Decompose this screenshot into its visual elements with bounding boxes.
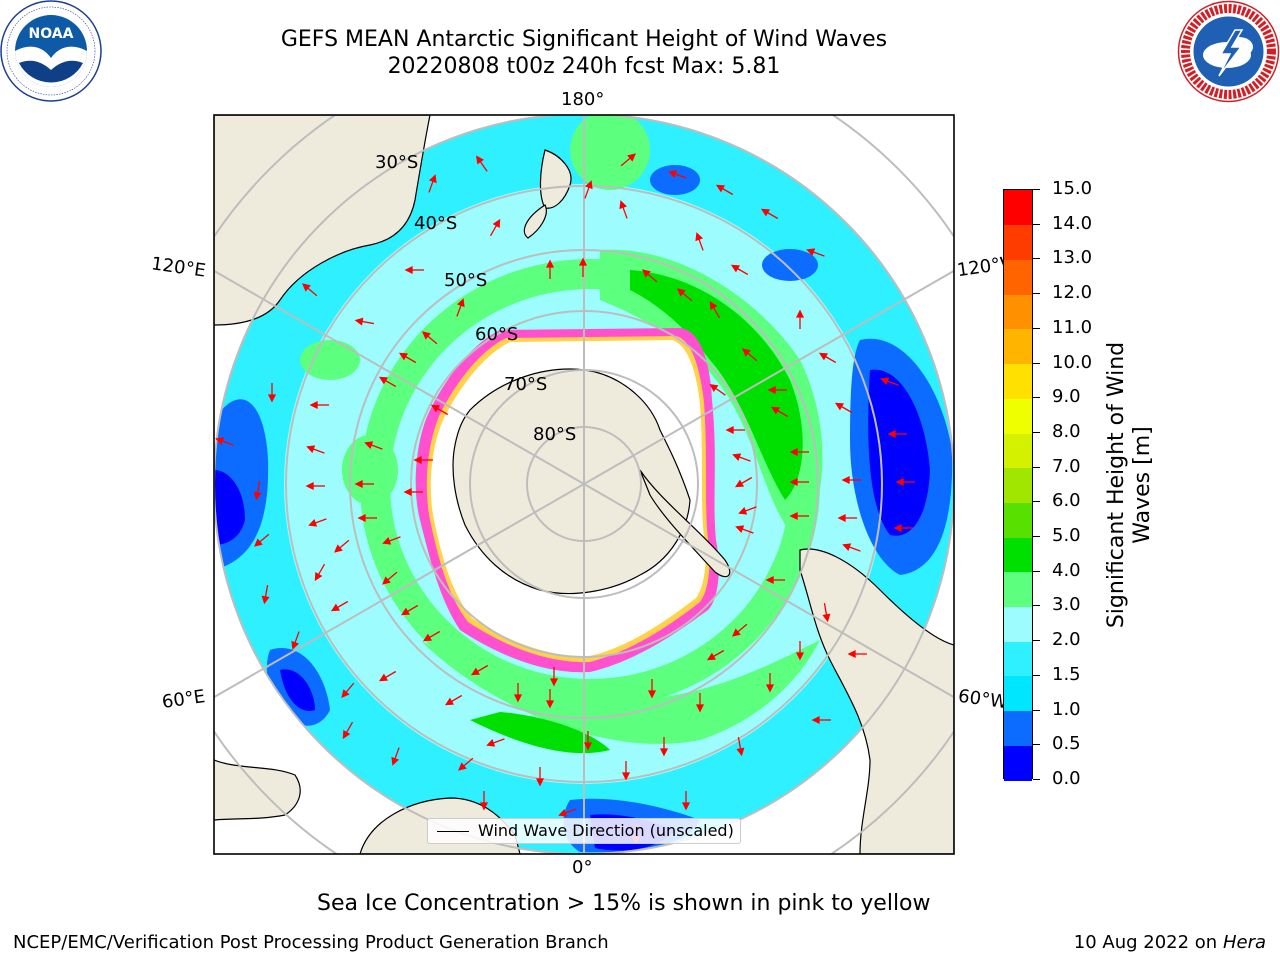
sea-ice-note: Sea Ice Concentration > 15% is shown in … xyxy=(317,891,931,916)
legend-line-swatch xyxy=(437,831,469,832)
colorbar-tick-label: 7.0 xyxy=(1052,455,1081,477)
noaa-logo-text: NOAA xyxy=(29,26,74,42)
wind-wave-arrows xyxy=(215,153,915,845)
lat-label-70s: 70°S xyxy=(504,374,548,395)
colorbar-tick-label: 12.0 xyxy=(1052,282,1093,304)
map-legend: Wind Wave Direction (unscaled) xyxy=(427,818,741,844)
new-zealand-south xyxy=(523,204,547,239)
lat-label-60s: 60°S xyxy=(475,324,519,345)
colorbar-tick xyxy=(1033,293,1040,295)
madagascar-landmass xyxy=(214,759,301,821)
colorbar-tick xyxy=(1033,258,1040,260)
colorbar-tick-label: 4.0 xyxy=(1052,559,1081,581)
colorbar-tick-label: 11.0 xyxy=(1052,316,1093,338)
antarctic-peninsula xyxy=(639,469,731,578)
lat-label-50s: 50°S xyxy=(444,270,488,291)
colorbar-title: Significant Height of Wind Waves [m] xyxy=(1104,341,1155,629)
map-subtitle: 20220808 t00z 240h fcst Max: 5.81 xyxy=(387,54,781,79)
colorbar-segment xyxy=(1004,224,1032,260)
legend-label: Wind Wave Direction (unscaled) xyxy=(478,821,734,840)
graticule xyxy=(214,115,954,854)
colorbar-segment xyxy=(1004,537,1032,573)
south-america-landmass xyxy=(799,548,954,854)
colorbar-tick xyxy=(1033,640,1040,642)
colorbar-segment xyxy=(1004,675,1032,712)
colorbar-segment xyxy=(1004,398,1032,434)
colorbar-tick xyxy=(1033,605,1040,607)
colorbar-tick-label: 5.0 xyxy=(1052,525,1081,547)
colorbar-tick xyxy=(1033,744,1040,746)
colorbar-tick xyxy=(1033,189,1040,190)
colorbar-tick-label: 1.5 xyxy=(1052,663,1081,685)
generation-host: Hera xyxy=(1222,932,1266,953)
colorbar-tick-label: 0.5 xyxy=(1052,733,1081,755)
colorbar-tick-label: 10.0 xyxy=(1052,351,1093,373)
colorbar-segment xyxy=(1004,259,1032,295)
colorbar-tick xyxy=(1033,362,1040,364)
colorbar-tick xyxy=(1033,674,1040,676)
colorbar-tick xyxy=(1033,501,1040,503)
colorbar-segment xyxy=(1004,328,1032,365)
generation-date: 10 Aug 2022 on xyxy=(1073,932,1218,953)
lat-label-40s: 40°S xyxy=(414,213,458,234)
colorbar-tick-label: 13.0 xyxy=(1052,247,1093,269)
lon-label-0: 0° xyxy=(572,857,593,878)
new-zealand-north xyxy=(539,149,572,209)
colorbar-tick xyxy=(1033,431,1040,433)
map-title: GEFS MEAN Antarctic Significant Height o… xyxy=(280,27,888,52)
colorbar-segment xyxy=(1004,606,1032,642)
colorbar-tick xyxy=(1033,536,1040,538)
colorbar-segment xyxy=(1004,710,1032,746)
colorbar-tick xyxy=(1033,223,1040,225)
colorbar-segment xyxy=(1004,363,1032,399)
colorbar-segment xyxy=(1004,432,1032,469)
colorbar-tick-label: 6.0 xyxy=(1052,490,1081,512)
colorbar-segment xyxy=(1004,745,1032,781)
lon-label-180: 180° xyxy=(561,89,605,110)
nws-logo xyxy=(1177,0,1280,103)
generation-stamp: 10 Aug 2022 on Hera xyxy=(1074,932,1266,954)
colorbar-tick xyxy=(1033,709,1040,711)
lat-label-80s: 80°S xyxy=(533,424,577,445)
australia-landmass xyxy=(214,115,431,326)
colorbar-segment xyxy=(1004,571,1032,608)
colorbar xyxy=(1003,189,1033,781)
colorbar-segment xyxy=(1004,467,1032,503)
producer-credit: NCEP/EMC/Verification Post Processing Pr… xyxy=(13,932,609,953)
lat-label-30s: 30°S xyxy=(375,152,419,173)
colorbar-tick xyxy=(1033,570,1040,572)
colorbar-tick-label: 14.0 xyxy=(1052,212,1093,234)
colorbar-tick-label: 15.0 xyxy=(1052,178,1093,199)
colorbar-tick xyxy=(1033,779,1040,780)
colorbar-tick-label: 1.0 xyxy=(1052,698,1081,720)
colorbar-tick xyxy=(1033,466,1040,468)
colorbar-tick-label: 8.0 xyxy=(1052,420,1081,442)
antarctica-landmass xyxy=(452,368,691,595)
noaa-logo: NOAA xyxy=(0,0,102,102)
colorbar-tick-label: 0.0 xyxy=(1052,768,1081,789)
colorbar-segment xyxy=(1004,502,1032,538)
colorbar-segment xyxy=(1004,641,1032,677)
colorbar-tick xyxy=(1033,397,1040,399)
colorbar-tick-label: 3.0 xyxy=(1052,594,1081,616)
colorbar-segment xyxy=(1004,190,1032,226)
colorbar-tick-label: 2.0 xyxy=(1052,629,1081,651)
colorbar-segment xyxy=(1004,294,1032,330)
map-frame xyxy=(213,114,955,855)
colorbar-tick-label: 9.0 xyxy=(1052,386,1081,408)
colorbar-tick xyxy=(1033,327,1040,329)
